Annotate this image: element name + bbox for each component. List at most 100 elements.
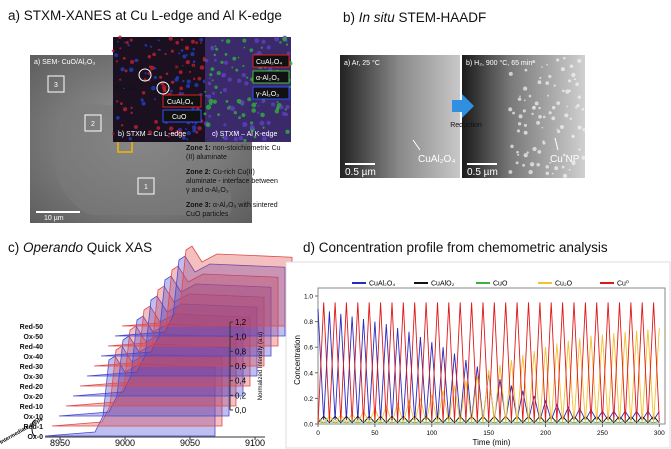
speckle bbox=[164, 53, 166, 55]
legend-label: CuAlO₂ bbox=[431, 281, 455, 288]
speckle bbox=[193, 78, 195, 80]
speckle bbox=[246, 77, 248, 79]
speckle bbox=[206, 105, 211, 110]
nanoparticle bbox=[524, 69, 527, 72]
speckle bbox=[187, 80, 191, 84]
x-tick-label: 9100 bbox=[245, 438, 265, 448]
nanoparticle bbox=[569, 169, 571, 171]
nanoparticle bbox=[547, 95, 549, 97]
speckle bbox=[235, 69, 238, 72]
speckle bbox=[142, 91, 145, 94]
speckle bbox=[192, 48, 195, 51]
x-tick-label: 0 bbox=[316, 430, 320, 437]
speckle bbox=[175, 41, 179, 45]
speckle bbox=[231, 67, 233, 69]
speckle bbox=[237, 79, 241, 83]
speckle bbox=[148, 55, 151, 58]
y-tick-label: 0,8 bbox=[235, 347, 247, 356]
speckle bbox=[224, 61, 228, 65]
nanoparticle bbox=[508, 170, 512, 174]
speckle bbox=[120, 102, 123, 105]
speckle bbox=[206, 122, 211, 127]
speckle bbox=[280, 105, 284, 109]
nanoparticle bbox=[522, 164, 525, 167]
nanoparticle bbox=[562, 89, 565, 92]
nanoparticle bbox=[560, 125, 564, 129]
speckle bbox=[134, 125, 138, 129]
speckle bbox=[287, 51, 290, 54]
speckle bbox=[257, 112, 259, 114]
speckle bbox=[230, 106, 235, 111]
scale-label: 0.5 µm bbox=[345, 167, 376, 178]
speckle bbox=[262, 126, 264, 128]
x-tick-label: 100 bbox=[426, 430, 437, 437]
zone-line: γ and α-Al₂O₃ bbox=[186, 187, 229, 194]
speckle bbox=[242, 73, 246, 77]
speckle bbox=[258, 105, 260, 107]
zone-lead: Zone 2: bbox=[186, 169, 211, 176]
speckle bbox=[217, 71, 221, 75]
speckle bbox=[169, 37, 173, 41]
speckle bbox=[192, 125, 197, 130]
title-part: Operando bbox=[23, 240, 84, 255]
legend-text: γ-Al₂O₃ bbox=[256, 91, 279, 98]
legend-text: α-Al₂O₃ bbox=[256, 75, 280, 82]
speckle bbox=[217, 113, 220, 116]
y-tick-label: 0,4 bbox=[235, 377, 247, 386]
speckle bbox=[195, 41, 198, 44]
speckle bbox=[241, 113, 245, 117]
zone-lead: Zone 3: bbox=[186, 202, 211, 209]
nanoparticle bbox=[546, 172, 549, 175]
curve-label: Red-20 bbox=[20, 384, 43, 391]
nanoparticle bbox=[508, 107, 512, 111]
speckle bbox=[116, 100, 118, 102]
speckle bbox=[205, 95, 207, 97]
speckle bbox=[209, 73, 212, 76]
zone-line: non-stoichiometric Cu bbox=[211, 145, 281, 152]
speckle bbox=[140, 98, 143, 101]
stxm-label: b) STXM – Cu L-edge bbox=[118, 131, 186, 138]
nanoparticle bbox=[529, 95, 532, 98]
speckle bbox=[285, 130, 289, 134]
speckle bbox=[242, 39, 246, 43]
speckle bbox=[262, 40, 266, 44]
speckle bbox=[213, 100, 217, 104]
arrow-label: Reduction bbox=[450, 122, 482, 129]
nanoparticle bbox=[552, 106, 555, 109]
speckle bbox=[179, 87, 183, 91]
speckle bbox=[116, 60, 118, 62]
panel-title: c) Operando Quick XAS bbox=[8, 240, 152, 255]
speckle bbox=[130, 107, 132, 109]
nanoparticle bbox=[551, 116, 555, 120]
speckle bbox=[181, 38, 183, 40]
speckle bbox=[223, 88, 227, 92]
y-tick-label: 1,2 bbox=[235, 318, 247, 327]
nanoparticle bbox=[564, 113, 568, 117]
speckle bbox=[182, 54, 186, 58]
nanoparticle bbox=[562, 166, 565, 169]
image-label: a) Ar, 25 °C bbox=[344, 59, 380, 67]
legend-text: CuAl₂O₄ bbox=[256, 59, 282, 66]
speckle bbox=[158, 39, 160, 41]
speckle bbox=[255, 102, 257, 104]
speckle bbox=[120, 67, 124, 71]
nanoparticle bbox=[556, 58, 559, 61]
speckle bbox=[150, 45, 152, 47]
nanoparticle bbox=[536, 121, 540, 125]
legend-text: CuO bbox=[172, 114, 187, 121]
nanoparticle bbox=[568, 79, 571, 82]
nanoparticle bbox=[516, 161, 519, 164]
nanoparticle bbox=[578, 148, 580, 150]
speckle bbox=[204, 112, 207, 115]
speckle bbox=[254, 38, 259, 43]
title-part: b) bbox=[343, 10, 359, 25]
speckle bbox=[244, 47, 246, 49]
speckle bbox=[154, 67, 156, 69]
nanoparticle bbox=[528, 170, 532, 174]
speckle bbox=[238, 57, 240, 59]
speckle bbox=[190, 52, 194, 56]
speckle bbox=[142, 101, 146, 105]
speckle bbox=[205, 59, 208, 62]
nanoparticle bbox=[546, 165, 549, 168]
y-axis-label: Concentration bbox=[293, 335, 302, 385]
